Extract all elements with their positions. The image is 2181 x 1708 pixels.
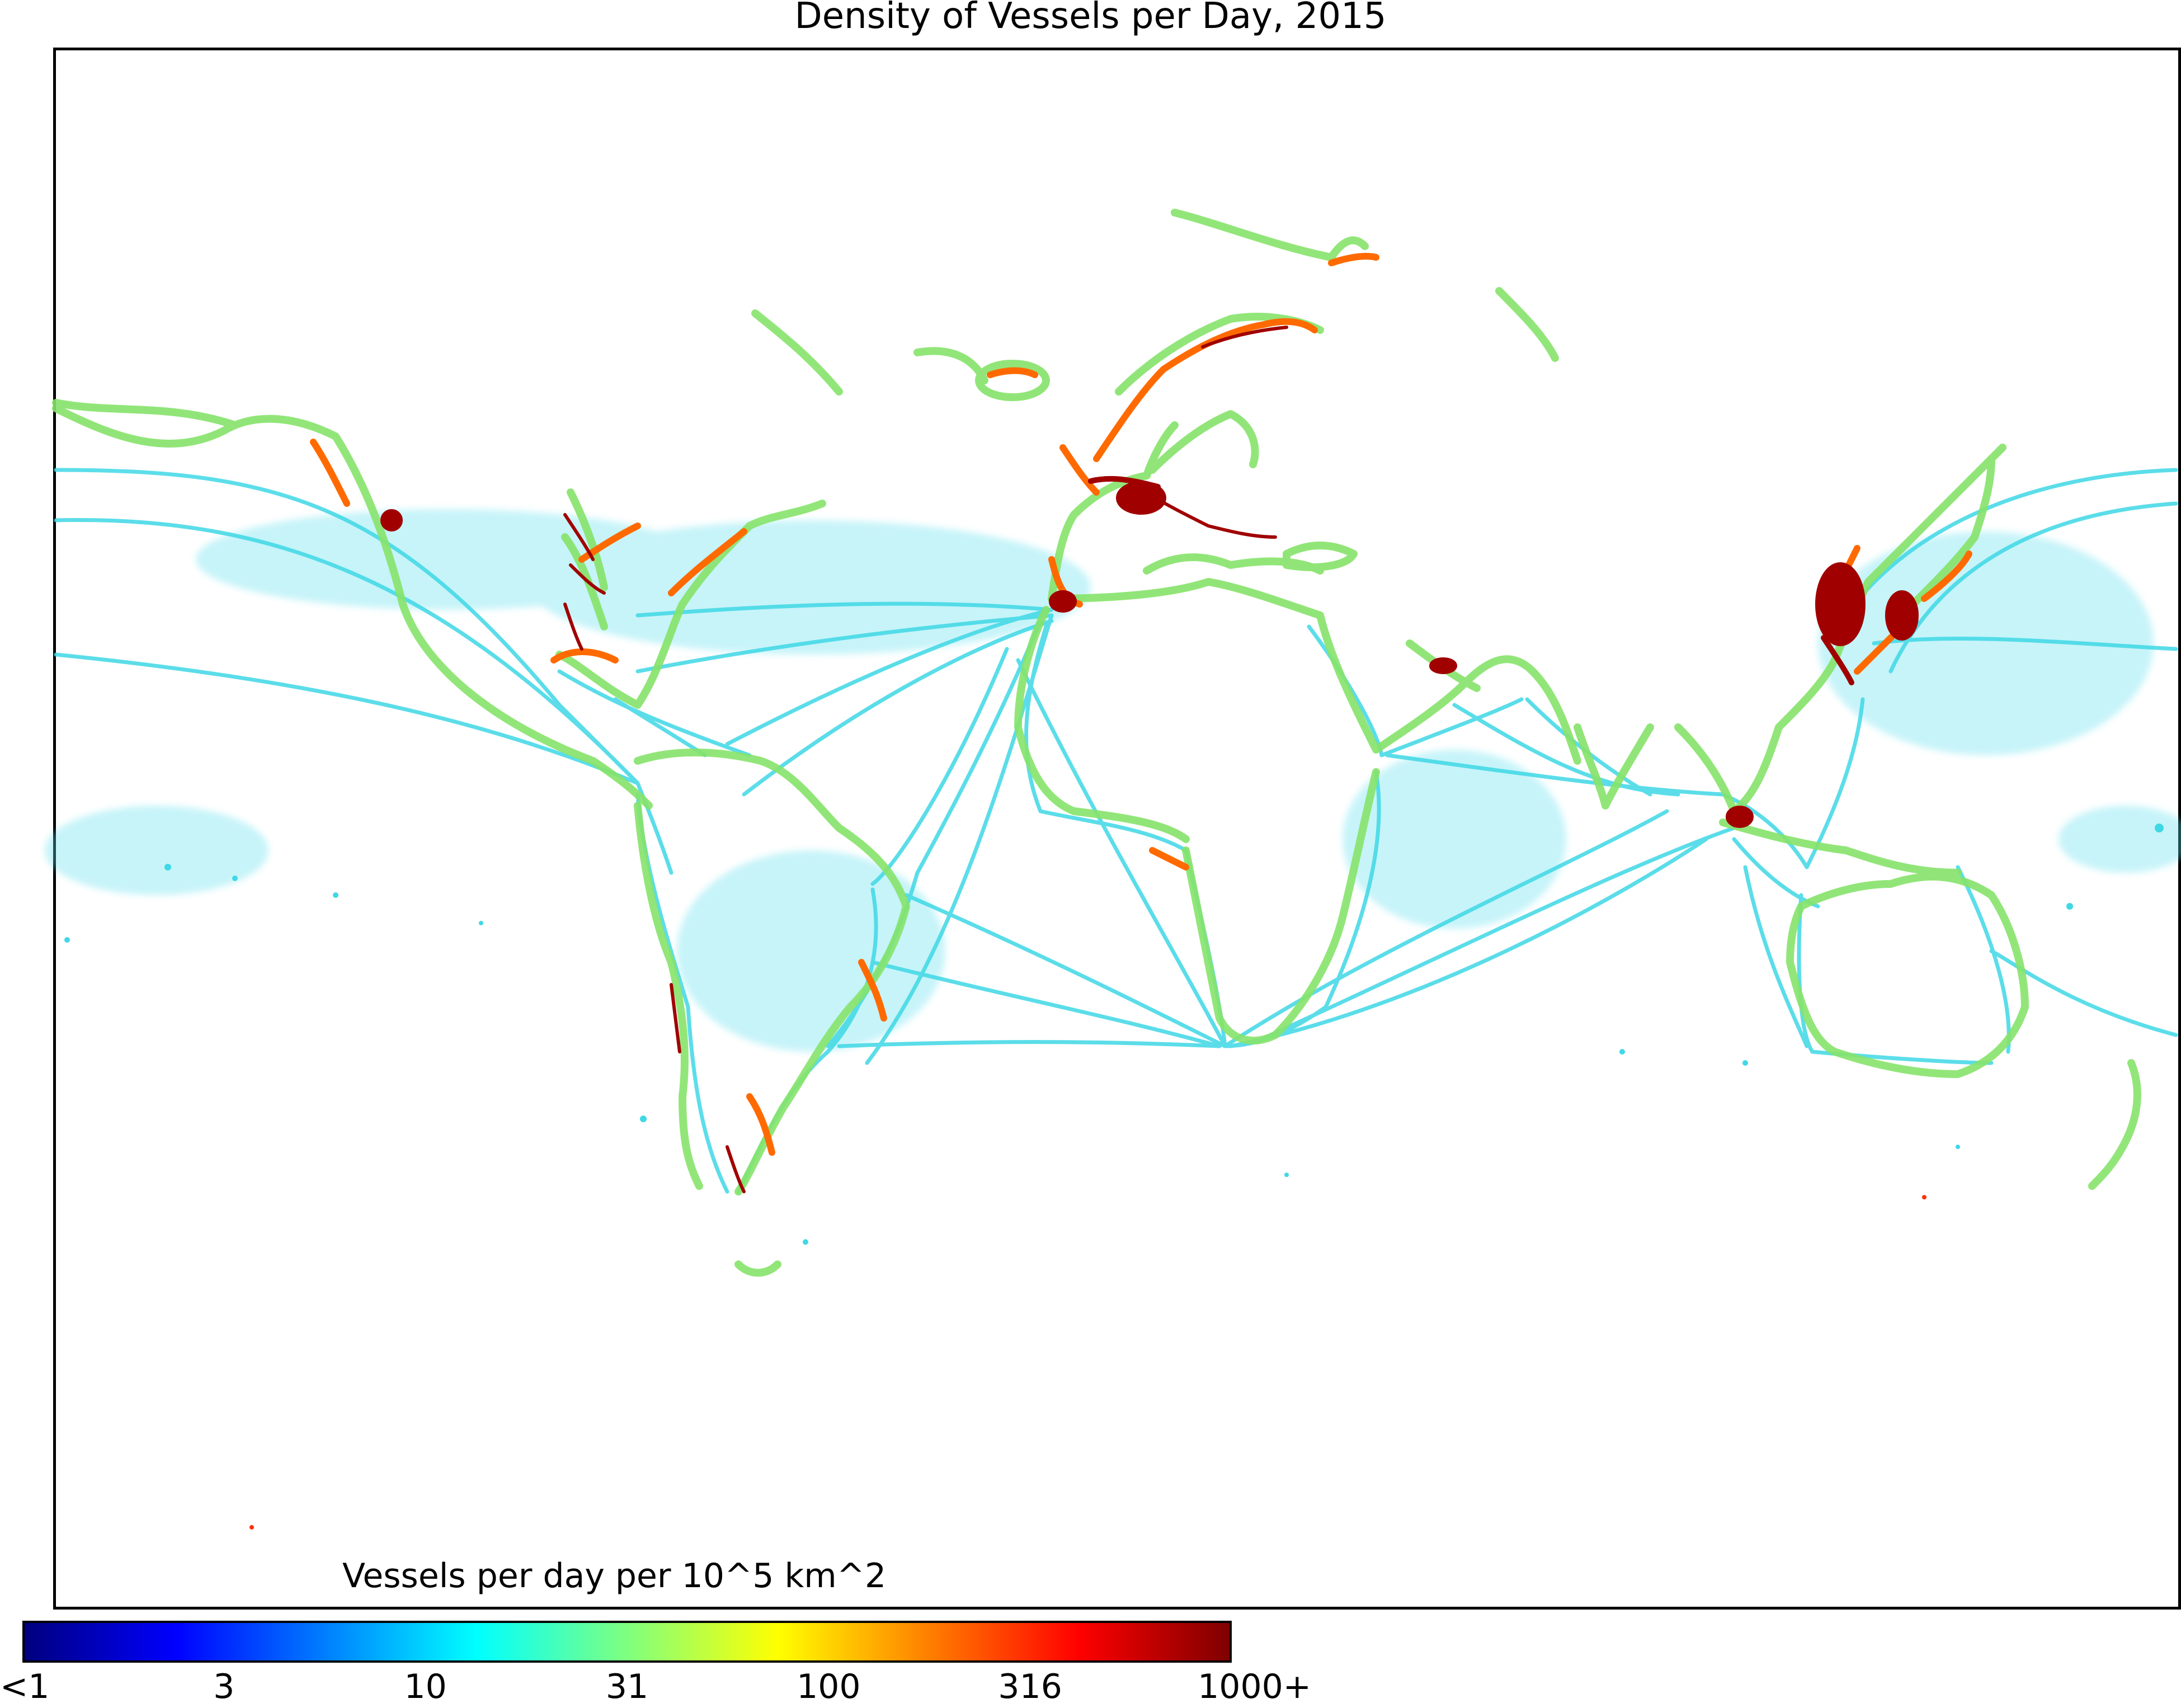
scattered-vessel-points: [64, 824, 2164, 1530]
colorbar: [22, 1621, 1232, 1663]
coastal-traffic: [52, 209, 2141, 1277]
colorbar-tick-label: 3: [213, 1667, 235, 1706]
colorbar-tick-label: 316: [998, 1667, 1062, 1706]
colorbar-tick-label: 31: [605, 1667, 649, 1706]
very-high-density-hotspots: [380, 326, 1919, 1193]
colorbar-tick-label: 1000+: [1198, 1667, 1312, 1706]
colorbar-label: Vessels per day per 10^5 km^2: [342, 1556, 887, 1596]
colorbar-tick-label: 100: [797, 1667, 861, 1706]
colorbar-tick-label: <1: [0, 1667, 50, 1706]
chart-title: Density of Vessels per Day, 2015: [794, 0, 1387, 37]
high-density-hotspots: [310, 253, 1972, 1156]
colorbar-tick-label: 10: [404, 1667, 447, 1706]
